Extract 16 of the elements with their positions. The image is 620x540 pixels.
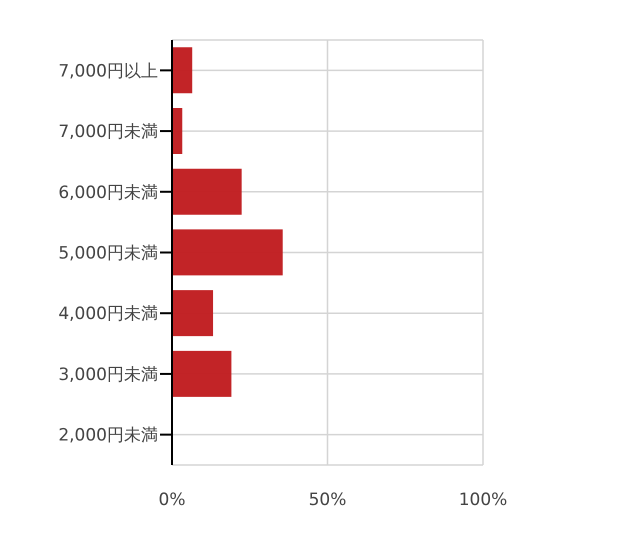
bar [172, 350, 232, 397]
x-tick-label: 0% [158, 490, 186, 510]
bar [172, 108, 182, 154]
y-tick-label: 7,000円以上 [58, 61, 158, 82]
bar [172, 290, 214, 336]
bar [172, 168, 242, 215]
y-tick-label: 5,000円未満 [58, 244, 158, 264]
y-tick-label: 7,000円未満 [58, 122, 158, 142]
bar [172, 229, 283, 276]
y-tick-label: 4,000円未満 [58, 304, 158, 324]
bar [172, 47, 192, 94]
y-tick-label: 3,000円未満 [58, 364, 158, 385]
x-tick-label: 100% [458, 490, 508, 510]
y-tick-label: 6,000円未満 [58, 182, 158, 203]
y-tick-label: 2,000円未満 [58, 426, 158, 446]
x-tick-label: 50% [308, 490, 346, 510]
